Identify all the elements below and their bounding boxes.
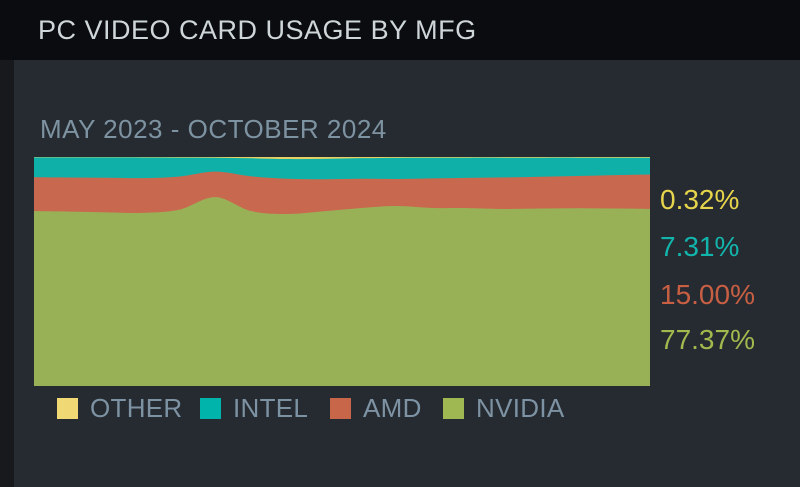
- area-nvidia[interactable]: [34, 197, 650, 386]
- value-label-nvidia: 77.37%: [660, 324, 755, 355]
- chart-canvas[interactable]: [34, 157, 650, 386]
- legend-label-intel: INTEL: [233, 393, 309, 423]
- legend-item-amd[interactable]: AMD: [330, 393, 422, 424]
- chart-panel: MAY 2023 - OCTOBER 2024 0.32% 7.31% 15.0…: [14, 60, 800, 487]
- page-header: PC VIDEO CARD USAGE BY MFG: [0, 0, 800, 60]
- nvidia-swatch-icon: [443, 398, 464, 419]
- other-swatch-icon: [57, 398, 78, 419]
- legend-label-other: OTHER: [90, 393, 183, 423]
- page-title: PC VIDEO CARD USAGE BY MFG: [38, 14, 477, 45]
- legend-item-other[interactable]: OTHER: [57, 393, 183, 424]
- stacked-area-chart[interactable]: [34, 157, 650, 386]
- value-label-other: 0.32%: [660, 184, 740, 215]
- legend-label-amd: AMD: [363, 393, 422, 423]
- date-range-subtitle: MAY 2023 - OCTOBER 2024: [40, 114, 387, 144]
- amd-swatch-icon: [330, 398, 351, 419]
- legend-item-intel[interactable]: INTEL: [200, 393, 308, 424]
- value-label-intel: 7.31%: [660, 231, 740, 262]
- intel-swatch-icon: [200, 398, 221, 419]
- legend-item-nvidia[interactable]: NVIDIA: [443, 393, 564, 424]
- legend-label-nvidia: NVIDIA: [476, 393, 565, 423]
- value-label-amd: 15.00%: [660, 279, 755, 310]
